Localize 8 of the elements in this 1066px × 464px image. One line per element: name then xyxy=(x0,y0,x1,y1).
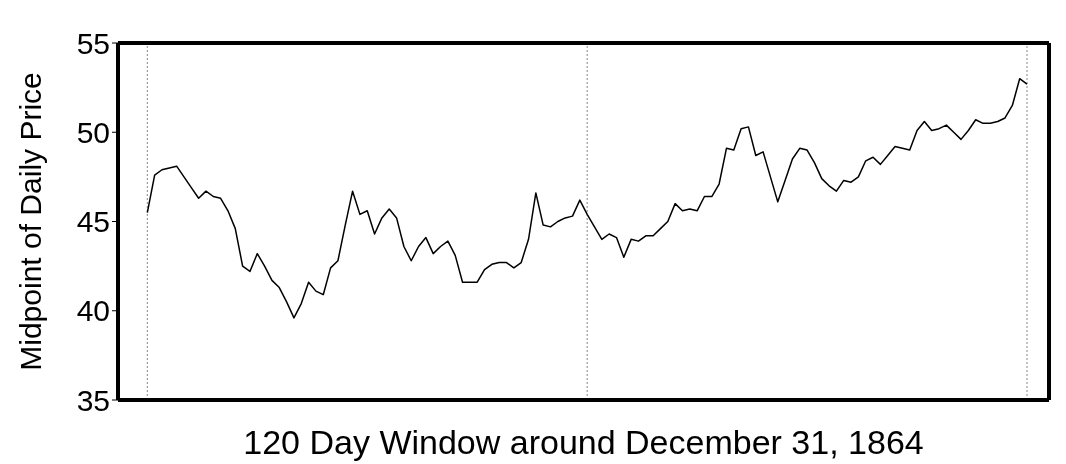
y-tick-label: 45 xyxy=(76,205,110,239)
y-tick-label: 35 xyxy=(76,383,110,417)
y-axis-title: Midpoint of Daily Price xyxy=(13,72,47,371)
y-tick-label: 50 xyxy=(76,115,110,149)
line-series xyxy=(146,77,1028,319)
y-tick-label: 55 xyxy=(76,26,110,60)
y-tick-label: 40 xyxy=(76,294,110,328)
x-axis-title: 120 Day Window around December 31, 1864 xyxy=(243,423,924,461)
